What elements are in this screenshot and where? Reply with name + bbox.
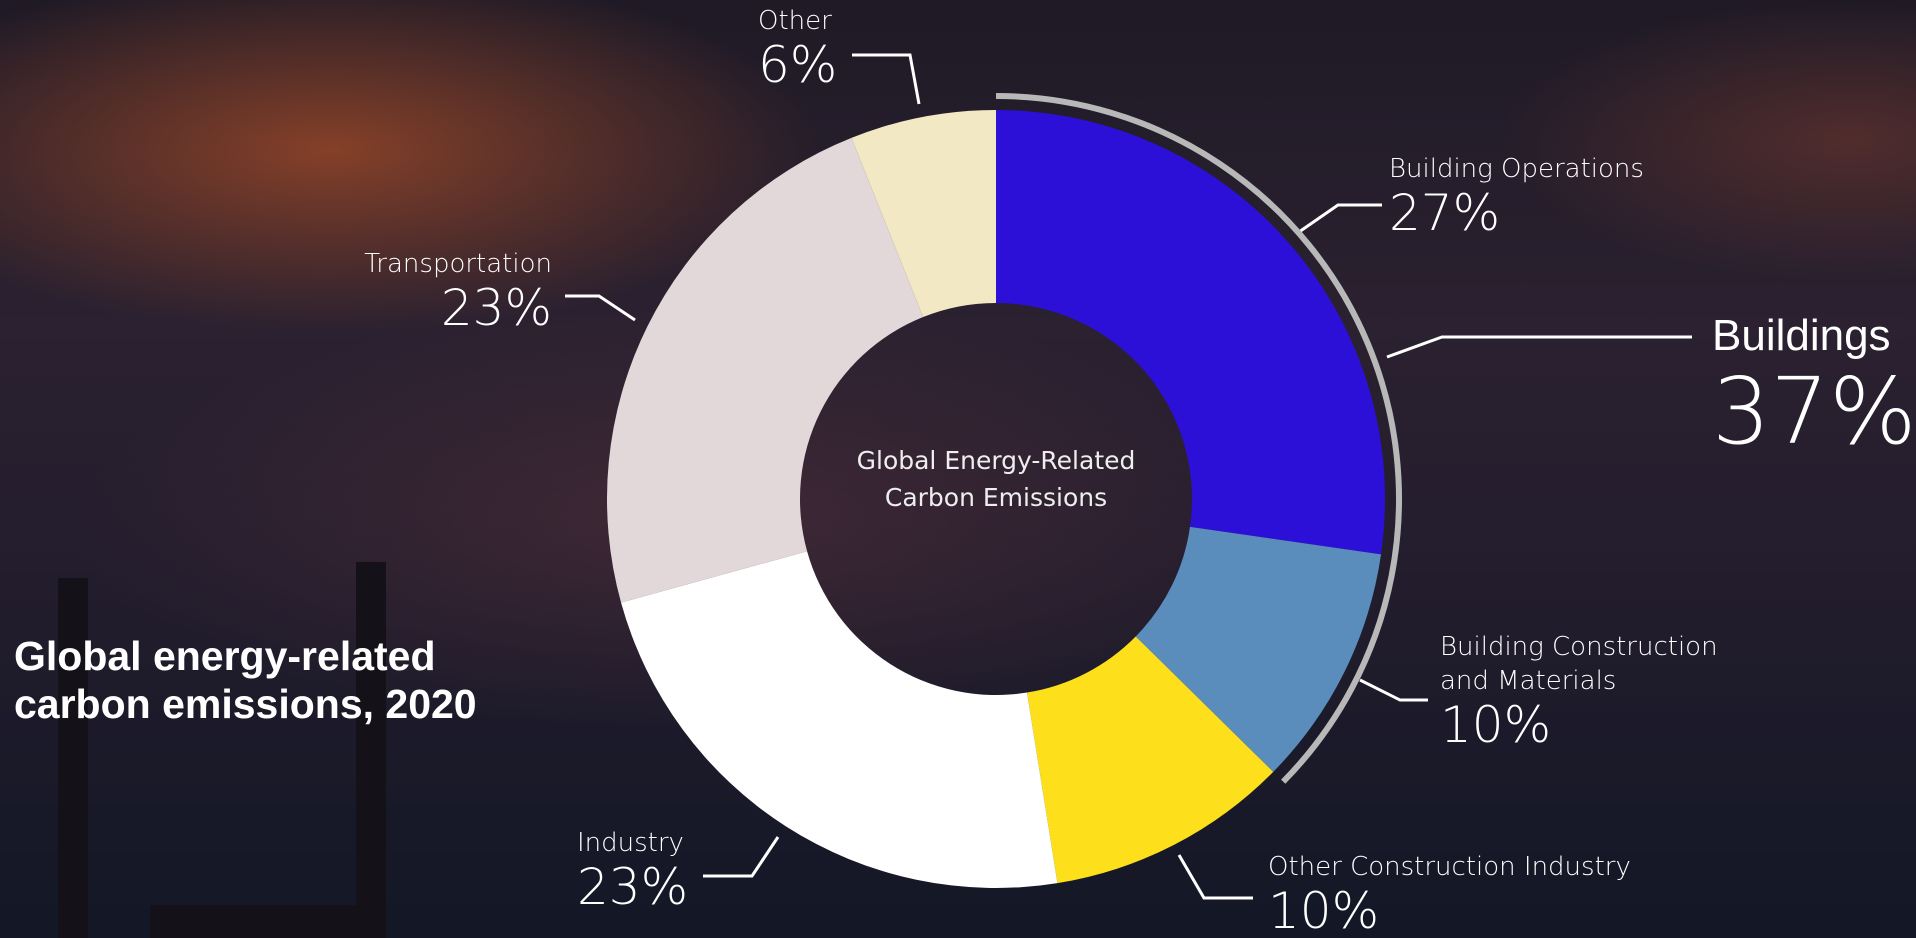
slice bbox=[1135, 526, 1382, 772]
leader-line bbox=[565, 294, 636, 322]
value-label: 23% bbox=[440, 279, 552, 337]
slice bbox=[621, 551, 1058, 888]
leader-line bbox=[703, 836, 780, 878]
chart-title: Global energy-related carbon emissions, … bbox=[14, 633, 477, 727]
group-arc bbox=[995, 93, 1402, 784]
leader-line bbox=[852, 53, 921, 105]
leader-line bbox=[1177, 854, 1253, 900]
category-name: Building Operations bbox=[1389, 154, 1644, 184]
group-label: Buildings 37% bbox=[1712, 310, 1916, 462]
category-name: Transportation bbox=[364, 249, 552, 279]
value-label: 23% bbox=[577, 858, 689, 916]
category-name: Other bbox=[758, 6, 832, 36]
slice-label: Transportation 23% bbox=[364, 247, 552, 335]
chimneys bbox=[58, 562, 386, 938]
leader-line bbox=[1386, 335, 1692, 359]
leader-line bbox=[1359, 678, 1428, 702]
slice-label: Industry 23% bbox=[577, 826, 688, 914]
slice-label: Building Construction and Materials 10% bbox=[1440, 630, 1770, 752]
slice-label: Other 6% bbox=[758, 4, 837, 92]
leader-line bbox=[1298, 203, 1382, 234]
category-name: Industry bbox=[577, 828, 684, 858]
group-name: Buildings bbox=[1712, 311, 1891, 360]
slice-label: Other Construction Industry 10% bbox=[1268, 850, 1631, 938]
slice bbox=[607, 137, 924, 603]
leader-lines bbox=[565, 53, 1692, 900]
category-name: Other Construction Industry bbox=[1268, 852, 1631, 882]
slice bbox=[996, 110, 1385, 555]
center-label: Global Energy-Related Carbon Emissions bbox=[856, 446, 1136, 512]
value-label: 6% bbox=[758, 36, 838, 94]
slice-label: Building Operations 27% bbox=[1389, 152, 1644, 240]
slice bbox=[851, 110, 996, 318]
slices bbox=[607, 110, 1385, 888]
group-value: 37% bbox=[1712, 358, 1916, 465]
value-label: 27% bbox=[1389, 184, 1501, 242]
value-label: 10% bbox=[1268, 882, 1380, 938]
value-label: 10% bbox=[1440, 696, 1552, 754]
slice bbox=[1026, 636, 1274, 884]
category-name: Building Construction and Materials bbox=[1440, 632, 1718, 696]
